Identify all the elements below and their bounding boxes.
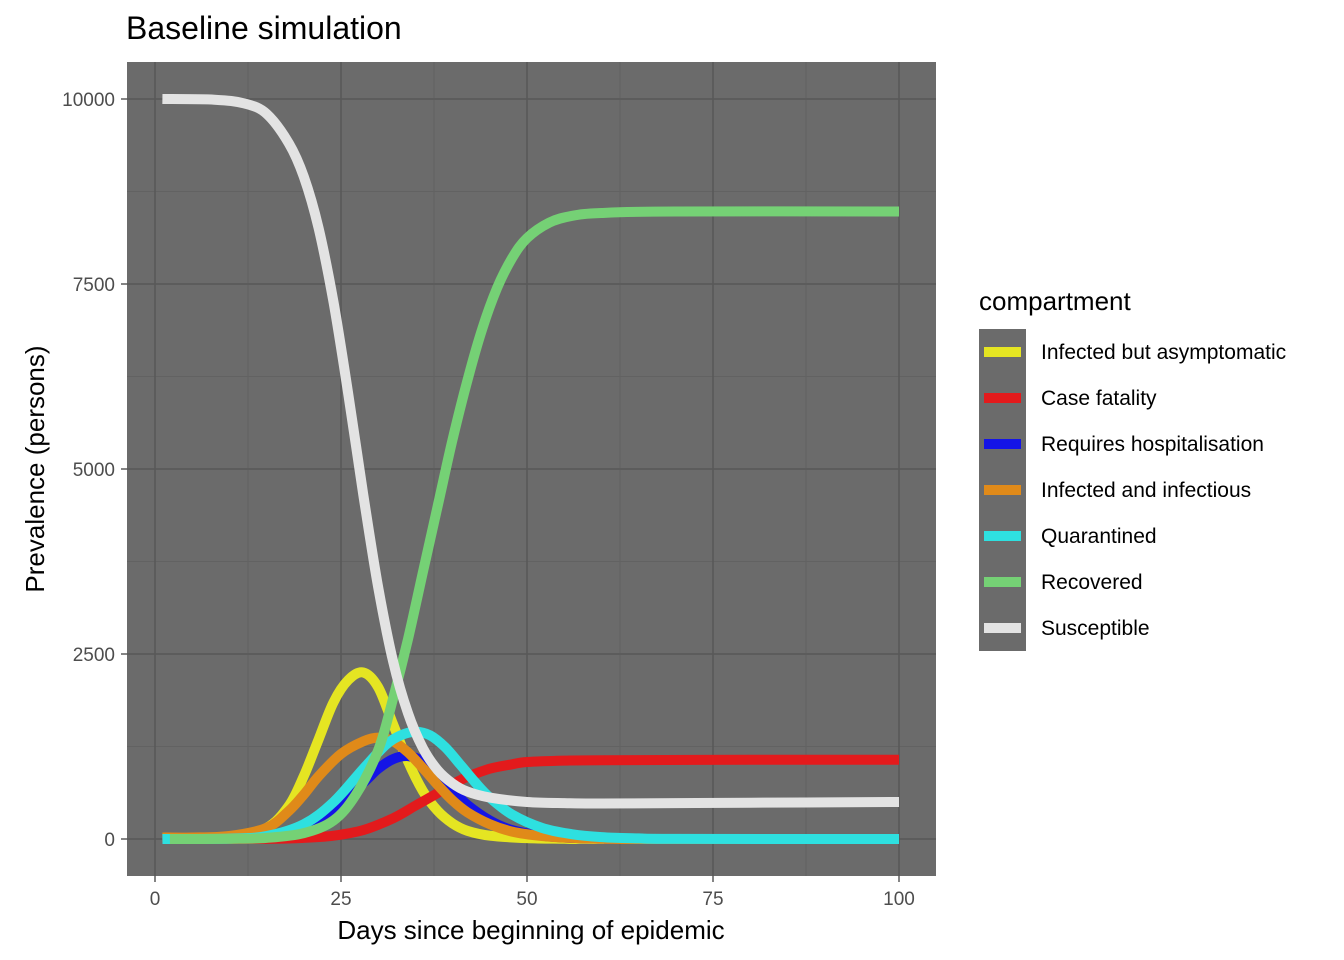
x-tick-label: 75 <box>702 889 723 910</box>
series-line-quarantined <box>162 726 900 844</box>
x-axis-title: Days since beginning of epidemic <box>337 915 724 945</box>
legend-label-infected-and-infectious: Infected and infectious <box>1041 479 1251 502</box>
y-axis-title: Prevalence (persons) <box>20 345 50 592</box>
legend-label-infected-but-asymptomatic: Infected but asymptomatic <box>1041 341 1286 364</box>
legend-label-quarantined: Quarantined <box>1041 525 1157 548</box>
x-tick-label: 100 <box>883 889 915 910</box>
y-tick-label: 10000 <box>62 90 115 111</box>
series-line-recovered <box>169 206 900 844</box>
series-lines <box>162 94 900 845</box>
x-tick-label: 50 <box>516 889 537 910</box>
legend-items: Infected but asymptomatic Case fatality Re… <box>984 341 1286 640</box>
y-tick-label: 0 <box>104 830 115 851</box>
axis-ticks: 0 25 50 75 100 0 2500 5000 7500 10000 <box>62 90 915 910</box>
legend: compartment Infected but asymptomatic Cas… <box>979 286 1286 651</box>
x-tick-label: 25 <box>330 889 351 910</box>
series-line-susceptible <box>162 94 900 809</box>
legend-label-susceptible: Susceptible <box>1041 617 1150 640</box>
y-tick-label: 2500 <box>73 645 115 666</box>
y-tick-label: 7500 <box>73 275 115 296</box>
legend-title: compartment <box>979 286 1131 316</box>
legend-label-recovered: Recovered <box>1041 571 1143 594</box>
x-tick-label: 0 <box>150 889 161 910</box>
y-tick-label: 5000 <box>73 460 115 481</box>
legend-label-requires-hospitalisation: Requires hospitalisation <box>1041 433 1264 456</box>
legend-label-case-fatality: Case fatality <box>1041 387 1157 410</box>
chart-title: Baseline simulation <box>126 10 402 46</box>
